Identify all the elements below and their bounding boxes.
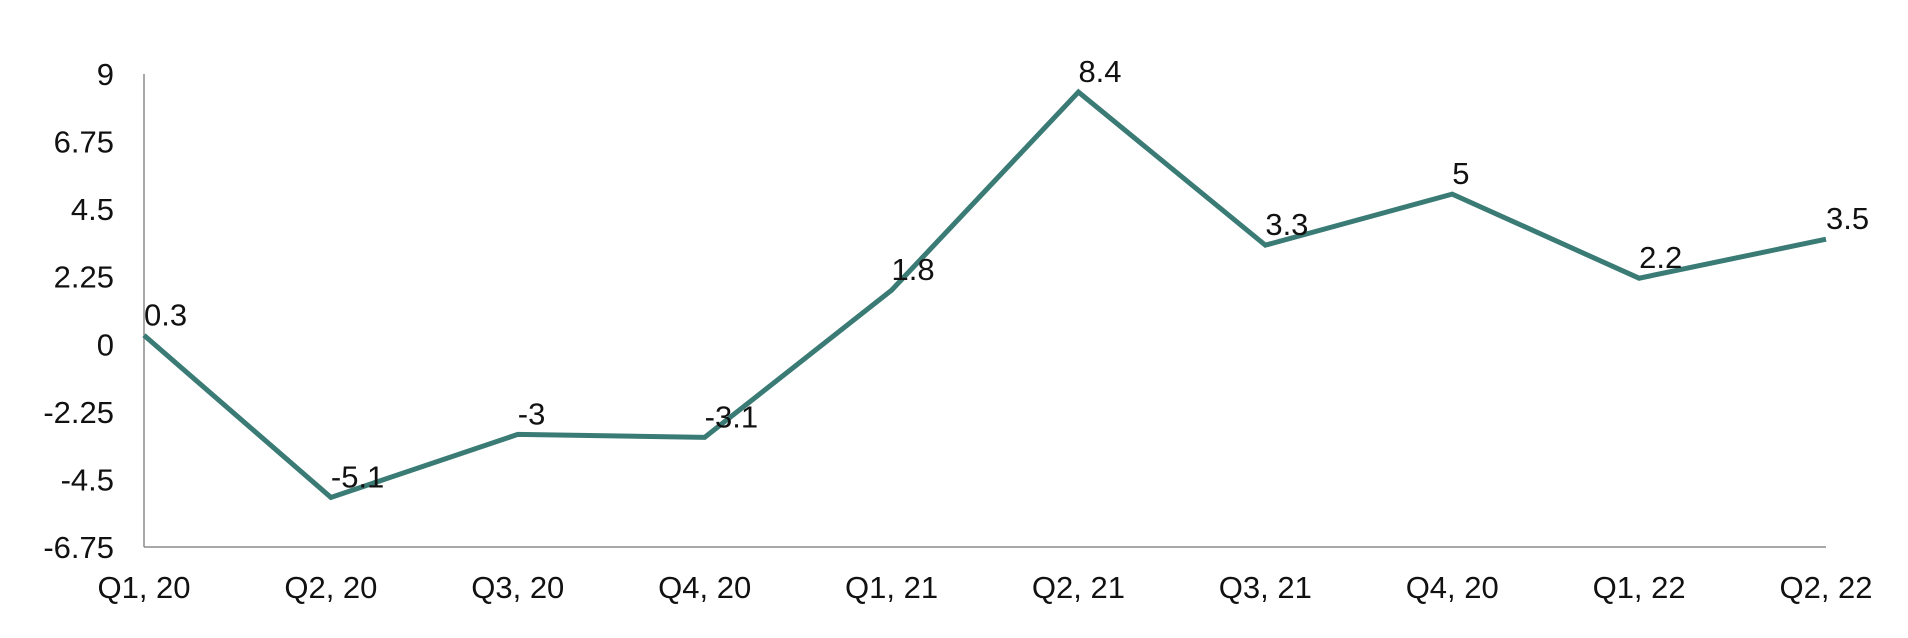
data-label: 2.2 xyxy=(1639,240,1682,275)
data-label: 3.5 xyxy=(1826,201,1869,236)
x-tick-label: Q1, 20 xyxy=(97,570,190,605)
y-tick-label: -4.5 xyxy=(61,462,114,497)
x-tick-label: Q4, 20 xyxy=(658,570,751,605)
data-label: 5 xyxy=(1452,156,1469,191)
y-tick-label: -6.75 xyxy=(43,530,114,565)
data-label: 0.3 xyxy=(144,297,187,332)
data-label: 1.8 xyxy=(892,252,935,287)
x-tick-label: Q4, 20 xyxy=(1406,570,1499,605)
x-tick-label: Q1, 21 xyxy=(845,570,938,605)
x-tick-label: Q1, 22 xyxy=(1593,570,1686,605)
y-tick-label: 9 xyxy=(97,57,114,92)
x-tick-label: Q2, 21 xyxy=(1032,570,1125,605)
data-label: 3.3 xyxy=(1265,207,1308,242)
y-tick-label: -2.25 xyxy=(43,395,114,430)
data-label: -5.1 xyxy=(331,459,384,494)
data-label: -3.1 xyxy=(705,399,758,434)
y-tick-label: 4.5 xyxy=(71,192,114,227)
data-line xyxy=(142,88,1827,501)
y-tick-label: 0 xyxy=(97,327,114,362)
x-tick-label: Q3, 20 xyxy=(471,570,564,605)
y-tick-label: 6.75 xyxy=(54,125,114,160)
data-label: -3 xyxy=(518,396,546,431)
x-tick-label: Q3, 21 xyxy=(1219,570,1312,605)
data-label: 8.4 xyxy=(1078,54,1121,89)
x-tick-label: Q2, 20 xyxy=(284,570,377,605)
y-tick-label: 2.25 xyxy=(54,260,114,295)
x-tick-label: Q2, 22 xyxy=(1779,570,1872,605)
